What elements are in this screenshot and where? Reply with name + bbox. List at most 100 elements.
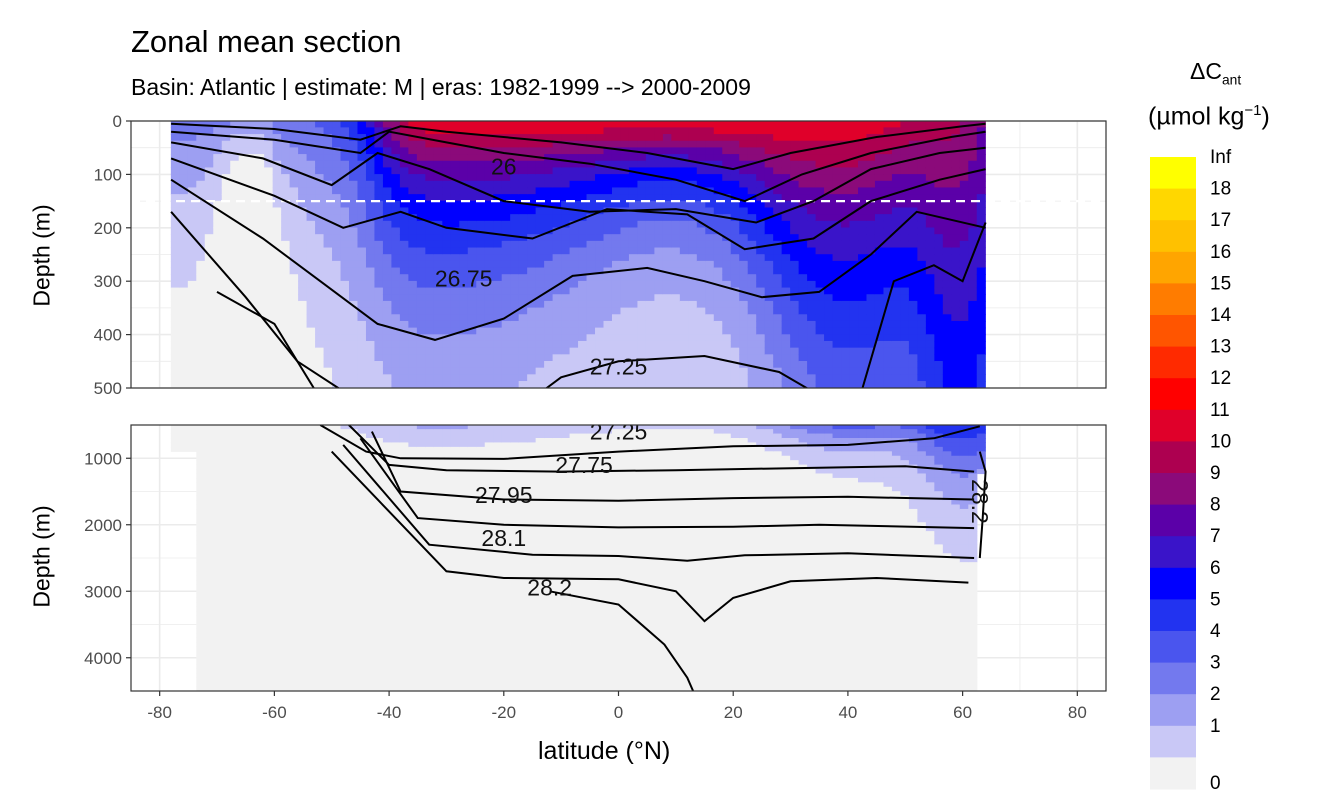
cant-cell — [900, 147, 910, 155]
cant-cell — [264, 425, 274, 430]
cant-cell — [849, 367, 859, 375]
cant-cell — [518, 134, 528, 142]
cant-cell — [976, 214, 986, 222]
cant-cell — [552, 147, 562, 155]
cant-cell — [187, 334, 197, 342]
legend-title-sub: ant — [1221, 72, 1242, 88]
cant-cell — [569, 121, 579, 128]
cant-cell — [332, 602, 342, 608]
cant-cell — [561, 327, 571, 335]
cant-cell — [849, 167, 859, 175]
cant-cell — [934, 334, 944, 342]
cant-cell — [781, 354, 791, 362]
cant-cell — [739, 147, 749, 155]
cant-cell — [247, 287, 257, 295]
cant-cell — [628, 194, 639, 202]
cant-cell — [230, 526, 240, 532]
cant-cell — [908, 307, 918, 315]
cant-cell — [187, 294, 197, 302]
cant-cell — [493, 207, 503, 215]
cant-cell — [467, 207, 477, 215]
cant-cell — [357, 194, 367, 202]
cant-cell — [807, 381, 817, 388]
cant-cell — [501, 127, 511, 135]
cant-cell — [773, 127, 783, 135]
cant-cell — [476, 294, 486, 302]
cant-cell — [264, 584, 274, 590]
cant-cell — [645, 247, 656, 255]
cant-cell — [713, 220, 723, 229]
cant-cell — [264, 526, 274, 532]
cant-cell — [476, 254, 486, 262]
cant-cell — [230, 606, 240, 612]
cant-cell — [595, 167, 605, 175]
cant-cell — [340, 442, 350, 448]
cant-cell — [315, 624, 325, 630]
cant-cell — [323, 367, 333, 375]
cant-cell — [230, 207, 240, 215]
cant-cell — [773, 260, 783, 269]
cant-cell — [739, 174, 749, 182]
cant-cell — [747, 134, 757, 142]
cant-cell — [230, 672, 240, 678]
cant-cell — [798, 127, 808, 135]
cant-cell — [527, 140, 537, 148]
cant-cell — [204, 571, 214, 577]
cant-cell — [332, 659, 342, 665]
cant-cell — [170, 227, 180, 235]
cant-cell — [416, 121, 426, 128]
cant-cell — [501, 354, 511, 362]
cant-cell — [416, 347, 426, 355]
cant-cell — [858, 200, 868, 209]
cant-cell — [578, 300, 588, 309]
cant-cell — [467, 240, 477, 249]
cant-cell — [315, 531, 325, 537]
cant-cell — [247, 482, 257, 488]
cant-cell — [255, 482, 265, 488]
cant-cell — [501, 227, 511, 235]
cant-cell — [221, 234, 231, 242]
cant-cell — [408, 374, 418, 382]
cant-cell — [272, 677, 282, 683]
cant-cell — [467, 200, 477, 209]
cant-cell — [908, 361, 918, 369]
cant-cell — [891, 174, 902, 182]
cant-cell — [756, 234, 766, 242]
cant-cell — [221, 442, 231, 448]
cant-cell — [170, 381, 180, 388]
cant-cell — [476, 381, 486, 388]
cant-cell — [976, 374, 986, 382]
cant-cell — [315, 134, 325, 142]
cant-cell — [730, 314, 740, 322]
cant-cell — [315, 194, 325, 202]
cant-cell — [908, 180, 918, 189]
cant-cell — [213, 167, 223, 175]
cant-cell — [340, 247, 350, 255]
cant-cell — [976, 347, 986, 355]
cant-cell — [230, 548, 240, 554]
cant-cell — [281, 641, 291, 647]
cant-cell — [561, 214, 571, 222]
cant-cell — [790, 287, 800, 295]
cant-cell — [365, 374, 376, 382]
cant-cell — [603, 340, 613, 349]
cant-cell — [535, 240, 545, 249]
cant-cell — [204, 606, 214, 612]
cant-cell — [781, 240, 791, 249]
cant-cell — [289, 562, 299, 568]
cant-cell — [340, 460, 350, 466]
cant-cell — [628, 340, 639, 349]
cant-cell — [391, 140, 401, 148]
cant-cell — [170, 294, 180, 302]
cant-cell — [315, 677, 325, 683]
cant-cell — [179, 174, 189, 182]
cant-cell — [204, 588, 214, 594]
cant-cell — [306, 677, 316, 683]
cant-cell — [374, 140, 384, 148]
cant-cell — [238, 477, 248, 483]
cant-cell — [264, 429, 274, 435]
cant-cell — [942, 340, 952, 349]
cant-cell — [645, 220, 656, 229]
cant-cell — [790, 314, 800, 322]
cant-cell — [408, 260, 418, 269]
